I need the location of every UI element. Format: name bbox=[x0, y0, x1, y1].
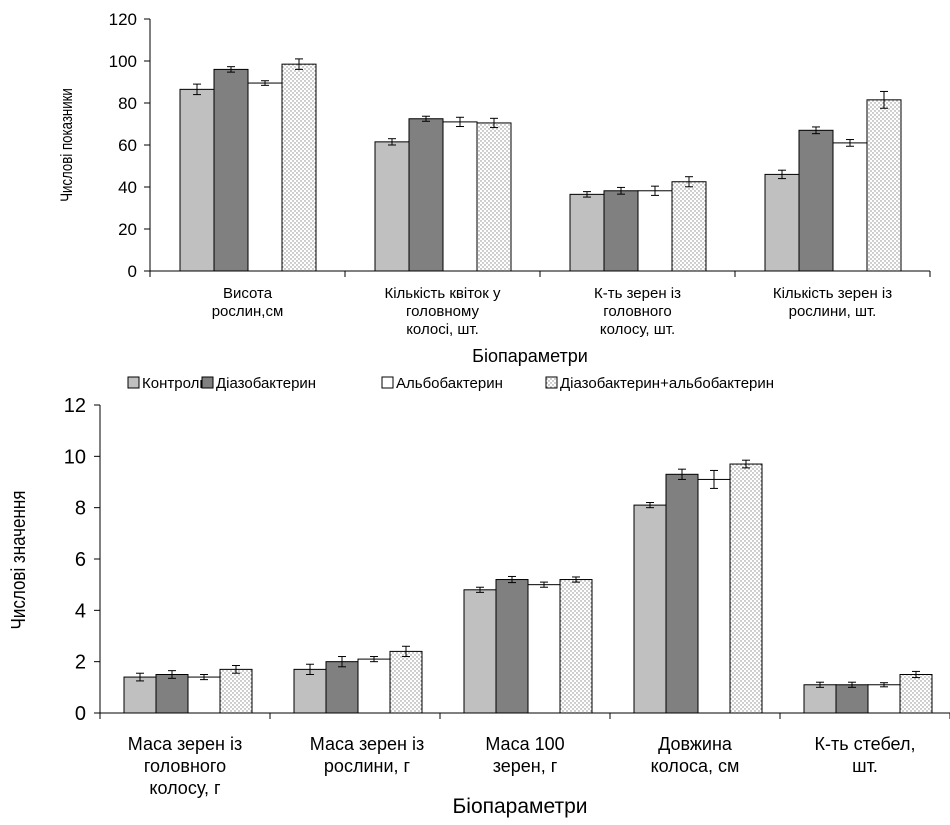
bar bbox=[408, 118, 444, 272]
category-label: Довжина bbox=[658, 734, 733, 754]
bar bbox=[281, 63, 317, 272]
category-label: головному bbox=[406, 303, 479, 320]
category-label: Маса 100 bbox=[485, 734, 564, 754]
category-label: Кількість квіток у bbox=[384, 285, 501, 302]
y-tick-label: 8 bbox=[75, 498, 86, 520]
category-label: Висота bbox=[223, 285, 273, 302]
y-tick-label: 120 bbox=[109, 10, 137, 29]
bar bbox=[697, 478, 731, 714]
category-label: К-ть зерен із bbox=[594, 285, 681, 302]
category-label: рослин,см bbox=[212, 303, 284, 320]
category-label: головного bbox=[144, 756, 226, 776]
y-tick-label: 80 bbox=[118, 94, 137, 113]
bar bbox=[179, 88, 215, 272]
y-tick-label: 6 bbox=[75, 549, 86, 571]
y-tick-label: 20 bbox=[118, 220, 137, 239]
y-tick-label: 2 bbox=[75, 652, 86, 674]
legend-label: Діазобактерин bbox=[216, 375, 316, 392]
bar bbox=[155, 674, 189, 714]
x-axis-label: Біопараметри bbox=[453, 795, 588, 818]
bar bbox=[187, 676, 221, 714]
bar bbox=[637, 190, 673, 272]
y-tick-label: 60 bbox=[118, 136, 137, 155]
bar bbox=[357, 658, 391, 714]
x-axis-label: Біопараметри bbox=[472, 346, 588, 366]
bar bbox=[803, 684, 837, 714]
category-label: шт. bbox=[852, 756, 878, 776]
bar bbox=[293, 668, 327, 714]
bar bbox=[374, 141, 410, 272]
category-label: рослини, г bbox=[324, 756, 411, 776]
y-tick-label: 40 bbox=[118, 178, 137, 197]
bar bbox=[559, 579, 593, 714]
bar bbox=[832, 142, 868, 272]
category-label: К-ть стебел, bbox=[815, 734, 916, 754]
bar bbox=[219, 668, 253, 714]
category-label: колосу, шт. bbox=[600, 321, 675, 338]
bar bbox=[569, 193, 605, 272]
bar bbox=[527, 584, 561, 714]
category-label: Маса зерен із bbox=[310, 734, 425, 754]
legend: Контроль Діазобактерин Альбобактерин Діазоб… bbox=[127, 375, 774, 392]
bar bbox=[123, 676, 157, 714]
y-tick-label: 10 bbox=[64, 446, 86, 468]
y-tick-label: 100 bbox=[109, 52, 137, 71]
category-label: Кількість зерен із bbox=[773, 285, 892, 302]
bar bbox=[835, 684, 869, 714]
bar bbox=[247, 82, 283, 272]
bar bbox=[899, 674, 933, 714]
y-axis-label: Числові показники bbox=[58, 88, 77, 202]
y-tick-label: 4 bbox=[75, 600, 86, 622]
chart-bottom: Числові значення Біопараметри 0 2 4 6 8 10 12 М… bbox=[7, 395, 950, 818]
bar bbox=[729, 463, 763, 714]
y-tick-label: 12 bbox=[64, 395, 86, 417]
category-label: головного bbox=[603, 303, 672, 320]
category-label: колосі, шт. bbox=[406, 321, 479, 338]
category-label: зерен, г bbox=[493, 756, 558, 776]
bar bbox=[867, 684, 901, 714]
legend-swatch bbox=[127, 376, 140, 389]
bar bbox=[495, 579, 529, 714]
bar bbox=[476, 122, 512, 272]
legend-label: Діазобактерин+альбобактерин bbox=[560, 375, 774, 392]
chart-top: Числові показники Біопараметри 0 20 40 60 80… bbox=[58, 10, 931, 366]
bar bbox=[798, 129, 834, 272]
legend-swatch bbox=[381, 376, 394, 389]
bar bbox=[671, 181, 707, 272]
bar bbox=[603, 190, 639, 272]
bar bbox=[463, 589, 497, 714]
bar bbox=[866, 99, 902, 272]
category-label: рослини, шт. bbox=[789, 303, 877, 320]
y-axis-label: Числові значення bbox=[7, 491, 30, 630]
category-label: колосу, г bbox=[149, 778, 221, 798]
bar bbox=[389, 650, 423, 714]
bar bbox=[665, 473, 699, 714]
y-tick-label: 0 bbox=[75, 703, 86, 725]
bar bbox=[442, 121, 478, 272]
legend-label: Альбобактерин bbox=[396, 375, 503, 392]
bar bbox=[325, 661, 359, 714]
category-label: колоса, см bbox=[651, 756, 740, 776]
bar bbox=[633, 504, 667, 714]
y-tick-label: 0 bbox=[128, 262, 137, 281]
legend-swatch bbox=[545, 376, 558, 389]
category-label: Маса зерен із bbox=[128, 734, 243, 754]
legend-swatch bbox=[201, 376, 214, 389]
legend-label: Контроль bbox=[142, 375, 207, 392]
bar bbox=[213, 68, 249, 272]
bar bbox=[764, 173, 800, 272]
